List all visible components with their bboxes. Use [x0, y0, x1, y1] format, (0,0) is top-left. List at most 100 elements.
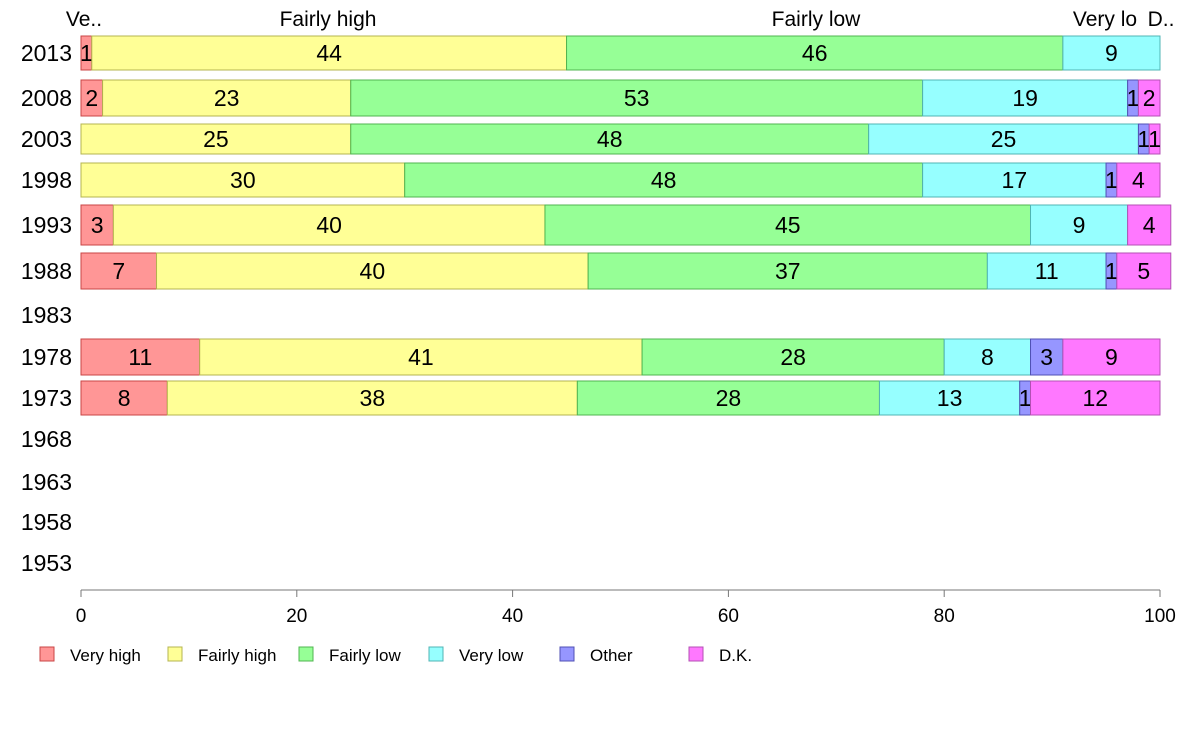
bar-value-label: 23 [214, 85, 240, 111]
bar-value-label: 40 [316, 212, 342, 238]
bar-value-label: 19 [1012, 85, 1038, 111]
bar-segment [1116, 162, 1161, 198]
bar-value-label: 1 [1137, 126, 1150, 152]
bar-segment [80, 204, 114, 246]
y-tick-label: 1978 [21, 344, 72, 370]
bar-value-label: 11 [128, 344, 152, 370]
legend-swatch [559, 646, 575, 662]
bar-value-label: 53 [624, 85, 650, 111]
bar-value-label: 4 [1143, 212, 1156, 238]
y-tick-label: 2013 [21, 40, 72, 66]
bar-segment [986, 252, 1107, 290]
top-label: D.. [1148, 8, 1175, 31]
bar-value-label: 9 [1105, 40, 1118, 66]
bar-value-label: 5 [1137, 258, 1150, 284]
bar-value-label: 1 [1148, 126, 1161, 152]
bar-value-label: 1 [1019, 385, 1032, 411]
x-tick-label: 60 [718, 606, 739, 627]
bar-value-label: 9 [1073, 212, 1086, 238]
bar-value-label: 7 [112, 258, 125, 284]
bar-value-label: 25 [203, 126, 229, 152]
legend-swatch [298, 646, 314, 662]
bar-value-label: 9 [1105, 344, 1118, 370]
bar-segment [80, 162, 406, 198]
legend-swatch [167, 646, 183, 662]
bar-value-label: 3 [91, 212, 104, 238]
bar-segment [166, 380, 578, 416]
bar-value-label: 1 [80, 40, 93, 66]
y-tick-label: 2008 [21, 85, 72, 111]
y-tick-label: 1953 [21, 550, 72, 576]
bar-value-label: 44 [316, 40, 342, 66]
legend-label: Other [590, 646, 633, 665]
bar-value-label: 1 [1105, 258, 1118, 284]
legend-swatch [39, 646, 55, 662]
bar-segment [350, 123, 870, 155]
bar-segment [350, 79, 924, 117]
top-label: Very lo [1073, 8, 1137, 31]
bar-segment [80, 380, 168, 416]
legend-label: Very low [459, 646, 524, 665]
bar-value-label: 48 [651, 167, 677, 193]
bar-segment [641, 338, 945, 376]
x-tick-label: 40 [502, 606, 523, 627]
bar-value-label: 28 [716, 385, 742, 411]
legend-label: Very high [70, 646, 141, 665]
top-label: Fairly low [772, 8, 862, 31]
bar-segment [544, 204, 1032, 246]
legend-swatch [688, 646, 704, 662]
bar-segment [156, 252, 589, 290]
bar-segment [1030, 338, 1064, 376]
bar-segment [199, 338, 643, 376]
bar-segment [102, 79, 352, 117]
bar-value-label: 1 [1105, 167, 1118, 193]
bar-value-label: 48 [597, 126, 623, 152]
bar-value-label: 12 [1082, 385, 1108, 411]
bar-value-label: 13 [937, 385, 963, 411]
legend: Very high Fairly high Fairly low Very low Ot… [39, 646, 752, 665]
top-label: Fairly high [280, 8, 377, 31]
bar-value-label: 45 [775, 212, 801, 238]
bar-segment [1116, 252, 1172, 290]
bar-segment [1148, 123, 1161, 155]
bar-segment [112, 204, 546, 246]
bar-segment [1062, 35, 1161, 71]
bar-value-label: 1 [1127, 85, 1140, 111]
bar-segment [1030, 380, 1161, 416]
top-category-labels: Ve.. Fairly high Fairly low Very lo D.. [66, 8, 1175, 31]
y-tick-label: 1958 [21, 509, 72, 535]
bar-value-label: 28 [780, 344, 806, 370]
y-tick-label: 1968 [21, 426, 72, 452]
bar-value-label: 17 [1002, 167, 1028, 193]
bar-value-label: 2 [85, 85, 98, 111]
bar-segment [1062, 338, 1161, 376]
y-tick-label: 1973 [21, 385, 72, 411]
bar-value-label: 2 [1143, 85, 1156, 111]
bar-segment [576, 380, 880, 416]
bar-value-label: 41 [408, 344, 434, 370]
bar-segment [80, 252, 158, 290]
bar-value-label: 46 [802, 40, 828, 66]
bar-segment [566, 35, 1064, 71]
y-tick-label: 1993 [21, 212, 72, 238]
legend-label: Fairly high [198, 646, 276, 665]
top-label: Ve.. [66, 8, 102, 31]
x-tick-label: 20 [286, 606, 307, 627]
x-tick-label: 100 [1144, 606, 1176, 627]
y-tick-label: 1998 [21, 167, 72, 193]
legend-label: D.K. [719, 646, 752, 665]
x-tick-label: 0 [76, 606, 87, 627]
bar-value-label: 38 [360, 385, 386, 411]
bar-value-label: 11 [1035, 258, 1059, 284]
bar-segment [1127, 204, 1172, 246]
bar-segment [922, 79, 1129, 117]
bar-segment [404, 162, 924, 198]
bar-segment [587, 252, 988, 290]
x-axis: 0 20 40 60 80 100 [76, 589, 1176, 627]
bar-value-label: 30 [230, 167, 256, 193]
y-axis-labels: 2013 2008 2003 1998 1993 1988 1983 1978 1973 1968… [21, 40, 72, 576]
bar-value-label: 25 [991, 126, 1017, 152]
legend-label: Fairly low [329, 646, 402, 665]
